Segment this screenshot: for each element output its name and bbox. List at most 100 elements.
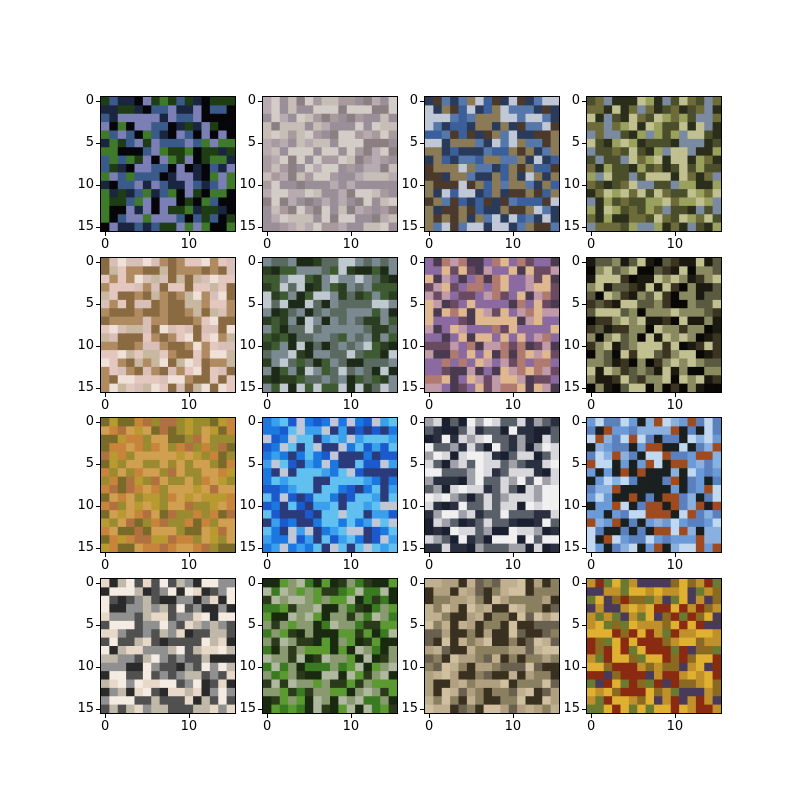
y-tick-mark [258, 548, 262, 549]
x-tick-label: 10 [498, 399, 528, 412]
y-tick-label: 0 [556, 576, 580, 589]
pixel-image [100, 417, 236, 553]
x-tick-label: 10 [336, 559, 366, 572]
x-tick-label: 0 [414, 399, 444, 412]
y-tick-mark [582, 101, 586, 102]
y-tick-mark [258, 464, 262, 465]
y-tick-label: 5 [232, 136, 256, 149]
x-tick-mark [351, 553, 352, 557]
pixel-image [100, 578, 236, 714]
y-tick-label: 15 [556, 541, 580, 554]
x-tick-mark [351, 393, 352, 397]
y-tick-mark [420, 625, 424, 626]
y-tick-label: 10 [70, 339, 94, 352]
pixel-image [100, 257, 236, 393]
y-tick-mark [96, 506, 100, 507]
y-tick-label: 0 [394, 576, 418, 589]
y-tick-label: 5 [232, 297, 256, 310]
y-tick-label: 15 [394, 220, 418, 233]
y-tick-label: 0 [556, 255, 580, 268]
y-tick-label: 15 [394, 541, 418, 554]
y-tick-mark [258, 262, 262, 263]
y-tick-mark [420, 583, 424, 584]
x-tick-mark [189, 553, 190, 557]
y-tick-label: 5 [394, 136, 418, 149]
x-tick-mark [189, 714, 190, 718]
pixel-image [262, 257, 398, 393]
y-tick-label: 0 [70, 415, 94, 428]
pixel-image [262, 417, 398, 553]
y-tick-mark [582, 667, 586, 668]
y-tick-mark [96, 388, 100, 389]
pixel-image [424, 578, 560, 714]
x-tick-label: 0 [576, 238, 606, 251]
panel-dark-animal-on-white: 0 5 10 15 0 10 [424, 417, 560, 553]
y-tick-label: 5 [394, 618, 418, 631]
y-tick-label: 0 [394, 415, 418, 428]
y-tick-mark [582, 625, 586, 626]
y-tick-label: 15 [232, 220, 256, 233]
y-tick-mark [258, 143, 262, 144]
x-tick-mark [351, 232, 352, 236]
y-tick-label: 5 [232, 618, 256, 631]
y-tick-mark [582, 185, 586, 186]
panel-blue-frame-scene: 0 5 10 15 0 10 [424, 96, 560, 232]
y-tick-label: 10 [70, 499, 94, 512]
pixel-image [586, 417, 722, 553]
y-tick-label: 5 [556, 457, 580, 470]
x-tick-mark [105, 714, 106, 718]
panel-dark-object-on-black: 0 5 10 15 0 10 [586, 257, 722, 393]
y-tick-mark [420, 548, 424, 549]
y-tick-mark [258, 101, 262, 102]
y-tick-mark [582, 143, 586, 144]
y-tick-mark [96, 422, 100, 423]
y-tick-label: 15 [70, 702, 94, 715]
pixel-image [586, 578, 722, 714]
x-tick-label: 0 [252, 238, 282, 251]
y-tick-mark [258, 227, 262, 228]
x-tick-mark [513, 393, 514, 397]
x-tick-mark [429, 553, 430, 557]
y-tick-label: 10 [232, 660, 256, 673]
y-tick-mark [96, 464, 100, 465]
x-tick-label: 10 [174, 559, 204, 572]
pixel-image [424, 417, 560, 553]
y-tick-mark [420, 185, 424, 186]
y-tick-mark [96, 304, 100, 305]
y-tick-label: 5 [70, 297, 94, 310]
y-tick-label: 10 [394, 178, 418, 191]
y-tick-label: 0 [232, 94, 256, 107]
y-tick-label: 10 [556, 660, 580, 673]
panel-dark-green-animal: 0 5 10 15 0 10 [262, 257, 398, 393]
y-tick-label: 0 [556, 94, 580, 107]
y-tick-label: 15 [556, 702, 580, 715]
panel-orange-olive-texture: 0 5 10 15 0 10 [100, 417, 236, 553]
y-tick-label: 5 [394, 297, 418, 310]
y-tick-label: 10 [232, 339, 256, 352]
x-tick-mark [591, 553, 592, 557]
y-tick-mark [420, 506, 424, 507]
y-tick-mark [258, 422, 262, 423]
y-tick-mark [96, 143, 100, 144]
y-tick-mark [258, 388, 262, 389]
x-tick-label: 10 [498, 720, 528, 733]
y-tick-mark [582, 422, 586, 423]
pixel-image [586, 96, 722, 232]
y-tick-mark [96, 185, 100, 186]
y-tick-label: 5 [394, 457, 418, 470]
y-tick-mark [420, 667, 424, 668]
y-tick-label: 0 [70, 576, 94, 589]
y-tick-label: 10 [232, 178, 256, 191]
y-tick-mark [582, 304, 586, 305]
x-tick-mark [513, 232, 514, 236]
y-tick-label: 10 [394, 339, 418, 352]
y-tick-mark [258, 625, 262, 626]
x-tick-label: 10 [660, 720, 690, 733]
pixel-image [100, 96, 236, 232]
y-tick-mark [420, 143, 424, 144]
x-tick-label: 10 [336, 720, 366, 733]
x-tick-mark [591, 393, 592, 397]
x-tick-label: 10 [660, 399, 690, 412]
y-tick-label: 5 [70, 136, 94, 149]
